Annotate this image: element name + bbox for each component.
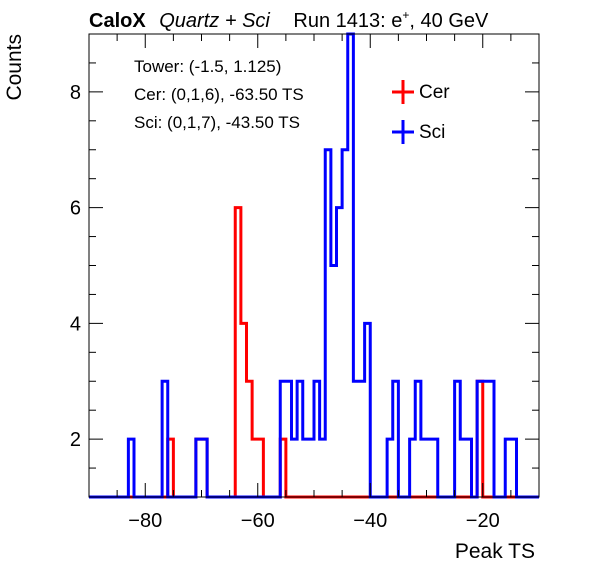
bin-sci-13 <box>331 266 337 498</box>
sci-info: Sci: (0,1,7), -43.50 TS <box>134 113 300 132</box>
x-tick-label: −20 <box>466 510 500 532</box>
bin-sci-21 <box>393 381 399 497</box>
bin-cer-6 <box>252 439 258 497</box>
bin-sci-5 <box>286 381 292 497</box>
run-superscript: + <box>402 8 409 22</box>
tick-labels: −80 −60 −40 −20 2 4 6 8 <box>70 82 500 532</box>
bin-sci-22 <box>410 439 416 497</box>
bin-sci-6 <box>292 439 298 497</box>
x-tick-label: −60 <box>241 510 275 532</box>
bin-sci-16 <box>348 34 354 497</box>
bin-sci-28 <box>460 439 466 497</box>
y-axis-label: Counts <box>3 34 26 101</box>
bin-sci-33 <box>505 439 511 497</box>
bin-sci-14 <box>337 208 343 497</box>
y-tick-label: 2 <box>70 429 81 451</box>
bin-cer-3 <box>235 208 241 497</box>
bin-sci-24 <box>421 439 427 497</box>
tower-info: Tower: (-1.5, 1.125) <box>134 57 281 76</box>
bin-sci-8 <box>303 439 309 497</box>
x-axis-label: Peak TS <box>455 540 535 563</box>
bin-sci-7 <box>297 381 303 497</box>
bin-sci-29 <box>466 439 472 497</box>
bin-sci-34 <box>511 439 517 497</box>
legend-label-cer: Cer <box>419 82 450 103</box>
bin-cer-5 <box>247 381 253 497</box>
legend-entry-sci: Sci <box>392 120 445 144</box>
bin-sci-9 <box>308 439 314 497</box>
bin-cer-7 <box>258 439 264 497</box>
brand-label: CaloX <box>89 10 146 32</box>
legend-label-sci: Sci <box>419 122 445 143</box>
y-tick-label: 8 <box>70 82 81 104</box>
bin-sci-18 <box>359 381 365 497</box>
y-tick-label: 4 <box>70 313 81 335</box>
bin-sci-2 <box>196 439 202 497</box>
bin-sci-19 <box>365 323 371 497</box>
chart-title: CaloX Quartz + Sci Run 1413: e+, 40 GeV <box>89 8 489 32</box>
subtitle-label: Quartz + Sci <box>159 10 270 32</box>
bin-sci-0 <box>128 439 134 497</box>
bin-sci-12 <box>325 150 331 497</box>
bin-sci-25 <box>427 439 433 497</box>
bin-sci-26 <box>432 439 438 497</box>
x-tick-label: −40 <box>353 510 387 532</box>
bin-sci-23 <box>415 381 421 497</box>
legend: Cer Sci <box>392 80 450 144</box>
bin-cer-4 <box>241 323 247 497</box>
energy-label: , 40 GeV <box>409 10 489 32</box>
bin-sci-1 <box>162 381 168 497</box>
bin-sci-20 <box>387 439 393 497</box>
axes-frame <box>88 33 540 498</box>
bin-sci-31 <box>483 381 489 497</box>
legend-entry-cer: Cer <box>392 80 450 104</box>
bin-sci-10 <box>314 381 320 497</box>
bin-sci-4 <box>280 381 286 497</box>
bin-sci-17 <box>353 381 359 497</box>
bin-sci-15 <box>342 150 348 497</box>
bin-sci-11 <box>320 439 326 497</box>
x-tick-label: −80 <box>128 510 162 532</box>
bin-sci-3 <box>202 439 208 497</box>
cer-info: Cer: (0,1,6), -63.50 TS <box>134 85 304 104</box>
run-label: Run 1413: e <box>293 10 402 32</box>
bin-sci-27 <box>455 381 461 497</box>
bin-sci-32 <box>488 381 494 497</box>
bin-sci-30 <box>477 381 483 497</box>
y-tick-label: 6 <box>70 198 81 220</box>
